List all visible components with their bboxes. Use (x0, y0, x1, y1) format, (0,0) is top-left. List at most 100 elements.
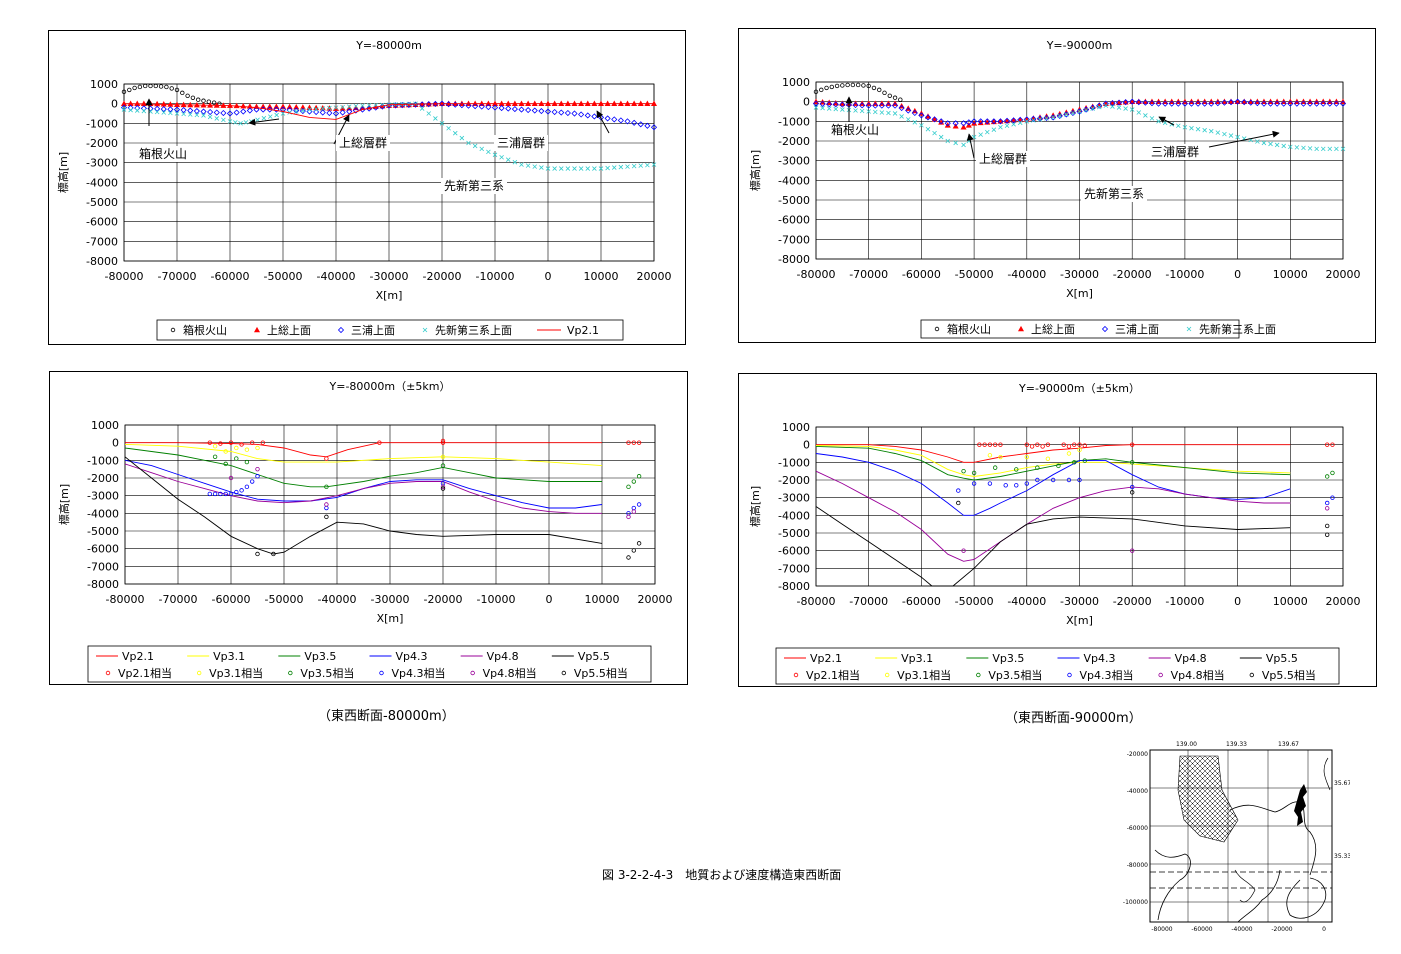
data-point (585, 166, 591, 171)
data-point (998, 454, 1003, 460)
data-point (223, 449, 228, 454)
data-point (244, 459, 250, 465)
data-point (255, 445, 260, 451)
map-lon-label: 139.33 (1226, 741, 1247, 748)
data-point (1221, 99, 1228, 106)
data-point (525, 163, 531, 168)
y-axis-label: 標高[m] (56, 152, 70, 193)
data-point (1324, 506, 1330, 511)
x-tick-label: -10000 (476, 270, 515, 283)
series-Vp3.1相当 (212, 443, 446, 459)
legend-label: Vp4.8 (487, 650, 519, 663)
data-point (1045, 442, 1051, 447)
data-point (1162, 100, 1169, 107)
data-point (346, 104, 352, 109)
map-x-label: -40000 (1231, 926, 1252, 933)
data-point (545, 166, 551, 171)
legend-label: Vp2.1 (810, 652, 842, 665)
data-point (1017, 120, 1023, 126)
data-point (293, 103, 300, 110)
data-point (320, 106, 326, 111)
annotation-bg (828, 122, 882, 138)
legend-swatch (1067, 672, 1072, 678)
data-point (1069, 109, 1076, 117)
data-point (413, 101, 418, 106)
data-point (324, 456, 329, 461)
data-point (267, 114, 273, 119)
data-point (984, 129, 990, 135)
data-point (228, 475, 234, 481)
data-point (1077, 109, 1082, 114)
data-point (128, 107, 133, 113)
data-point (834, 83, 840, 89)
data-point (572, 166, 577, 171)
data-point (440, 486, 446, 491)
legend: 箱根火山 上総上面 三浦上面 先新第三系上面 Vp2.1 (156, 319, 624, 341)
data-point (249, 440, 255, 445)
y-tick-label: -3000 (778, 155, 810, 168)
data-point (820, 105, 825, 111)
data-point (1003, 483, 1008, 488)
data-point (438, 100, 446, 107)
data-point (1035, 442, 1040, 447)
data-point (571, 110, 578, 117)
x-tick-label: 20000 (638, 593, 673, 606)
series-箱根火山 (813, 82, 903, 102)
y-tick-label: -4000 (87, 507, 119, 520)
y-tick-label: -2000 (778, 135, 810, 148)
data-point (885, 102, 892, 109)
data-point (886, 110, 891, 116)
x-axis-label: X[m] (376, 289, 403, 302)
data-point (578, 111, 585, 118)
y-tick-label: -1000 (778, 456, 810, 469)
chart-svg: Y=-80000m（±5km）10000-1000-2000-3000-4000… (57, 380, 673, 683)
data-point (1031, 118, 1036, 123)
data-point (960, 124, 967, 130)
data-point (839, 101, 846, 108)
legend-swatch (288, 670, 293, 676)
legend-label: Vp5.5 (578, 650, 610, 663)
data-point (1222, 131, 1227, 137)
map-lat-label: 35.67 (1334, 780, 1350, 787)
data-point (185, 93, 190, 99)
data-point (1320, 146, 1326, 152)
data-point (1072, 442, 1077, 447)
y-tick-label: -7000 (778, 562, 810, 575)
x-tick-label: 0 (546, 593, 553, 606)
data-point (1103, 103, 1109, 108)
data-point (932, 130, 937, 136)
legend-label: Vp2.1 (122, 650, 154, 663)
data-point (626, 555, 631, 560)
x-tick-label: -50000 (955, 595, 994, 608)
y-tick-label: -8000 (778, 580, 810, 593)
legend-swatch (1249, 672, 1255, 678)
data-point (173, 106, 181, 113)
data-point (433, 116, 438, 121)
data-point (195, 97, 201, 102)
data-point (912, 120, 918, 125)
data-point (1024, 442, 1029, 447)
series-Vp4.8 (815, 470, 1291, 562)
data-point (207, 108, 214, 116)
legend-swatch (422, 327, 428, 333)
data-point (1201, 100, 1208, 107)
data-point (1014, 467, 1019, 472)
data-point (945, 138, 951, 144)
data-point (1061, 442, 1066, 447)
y-tick-label: 1000 (782, 76, 810, 89)
y-tick-label: -6000 (778, 214, 810, 227)
data-point (638, 163, 644, 168)
annotation-arrow (1158, 116, 1175, 126)
data-point (631, 163, 637, 169)
x-tick-label: -30000 (371, 593, 410, 606)
legend-label: Vp5.5 (1266, 652, 1298, 665)
data-point (169, 86, 174, 91)
data-point (207, 440, 212, 445)
data-point (865, 102, 872, 109)
data-point (253, 106, 260, 113)
x-axis-label: X[m] (1066, 614, 1093, 627)
data-point (1050, 115, 1056, 120)
inset-location-map: 139.00 139.33 139.67 35.67 35.33 -20000 -40000… (1123, 741, 1350, 933)
data-point (324, 505, 329, 511)
data-point (971, 118, 978, 125)
